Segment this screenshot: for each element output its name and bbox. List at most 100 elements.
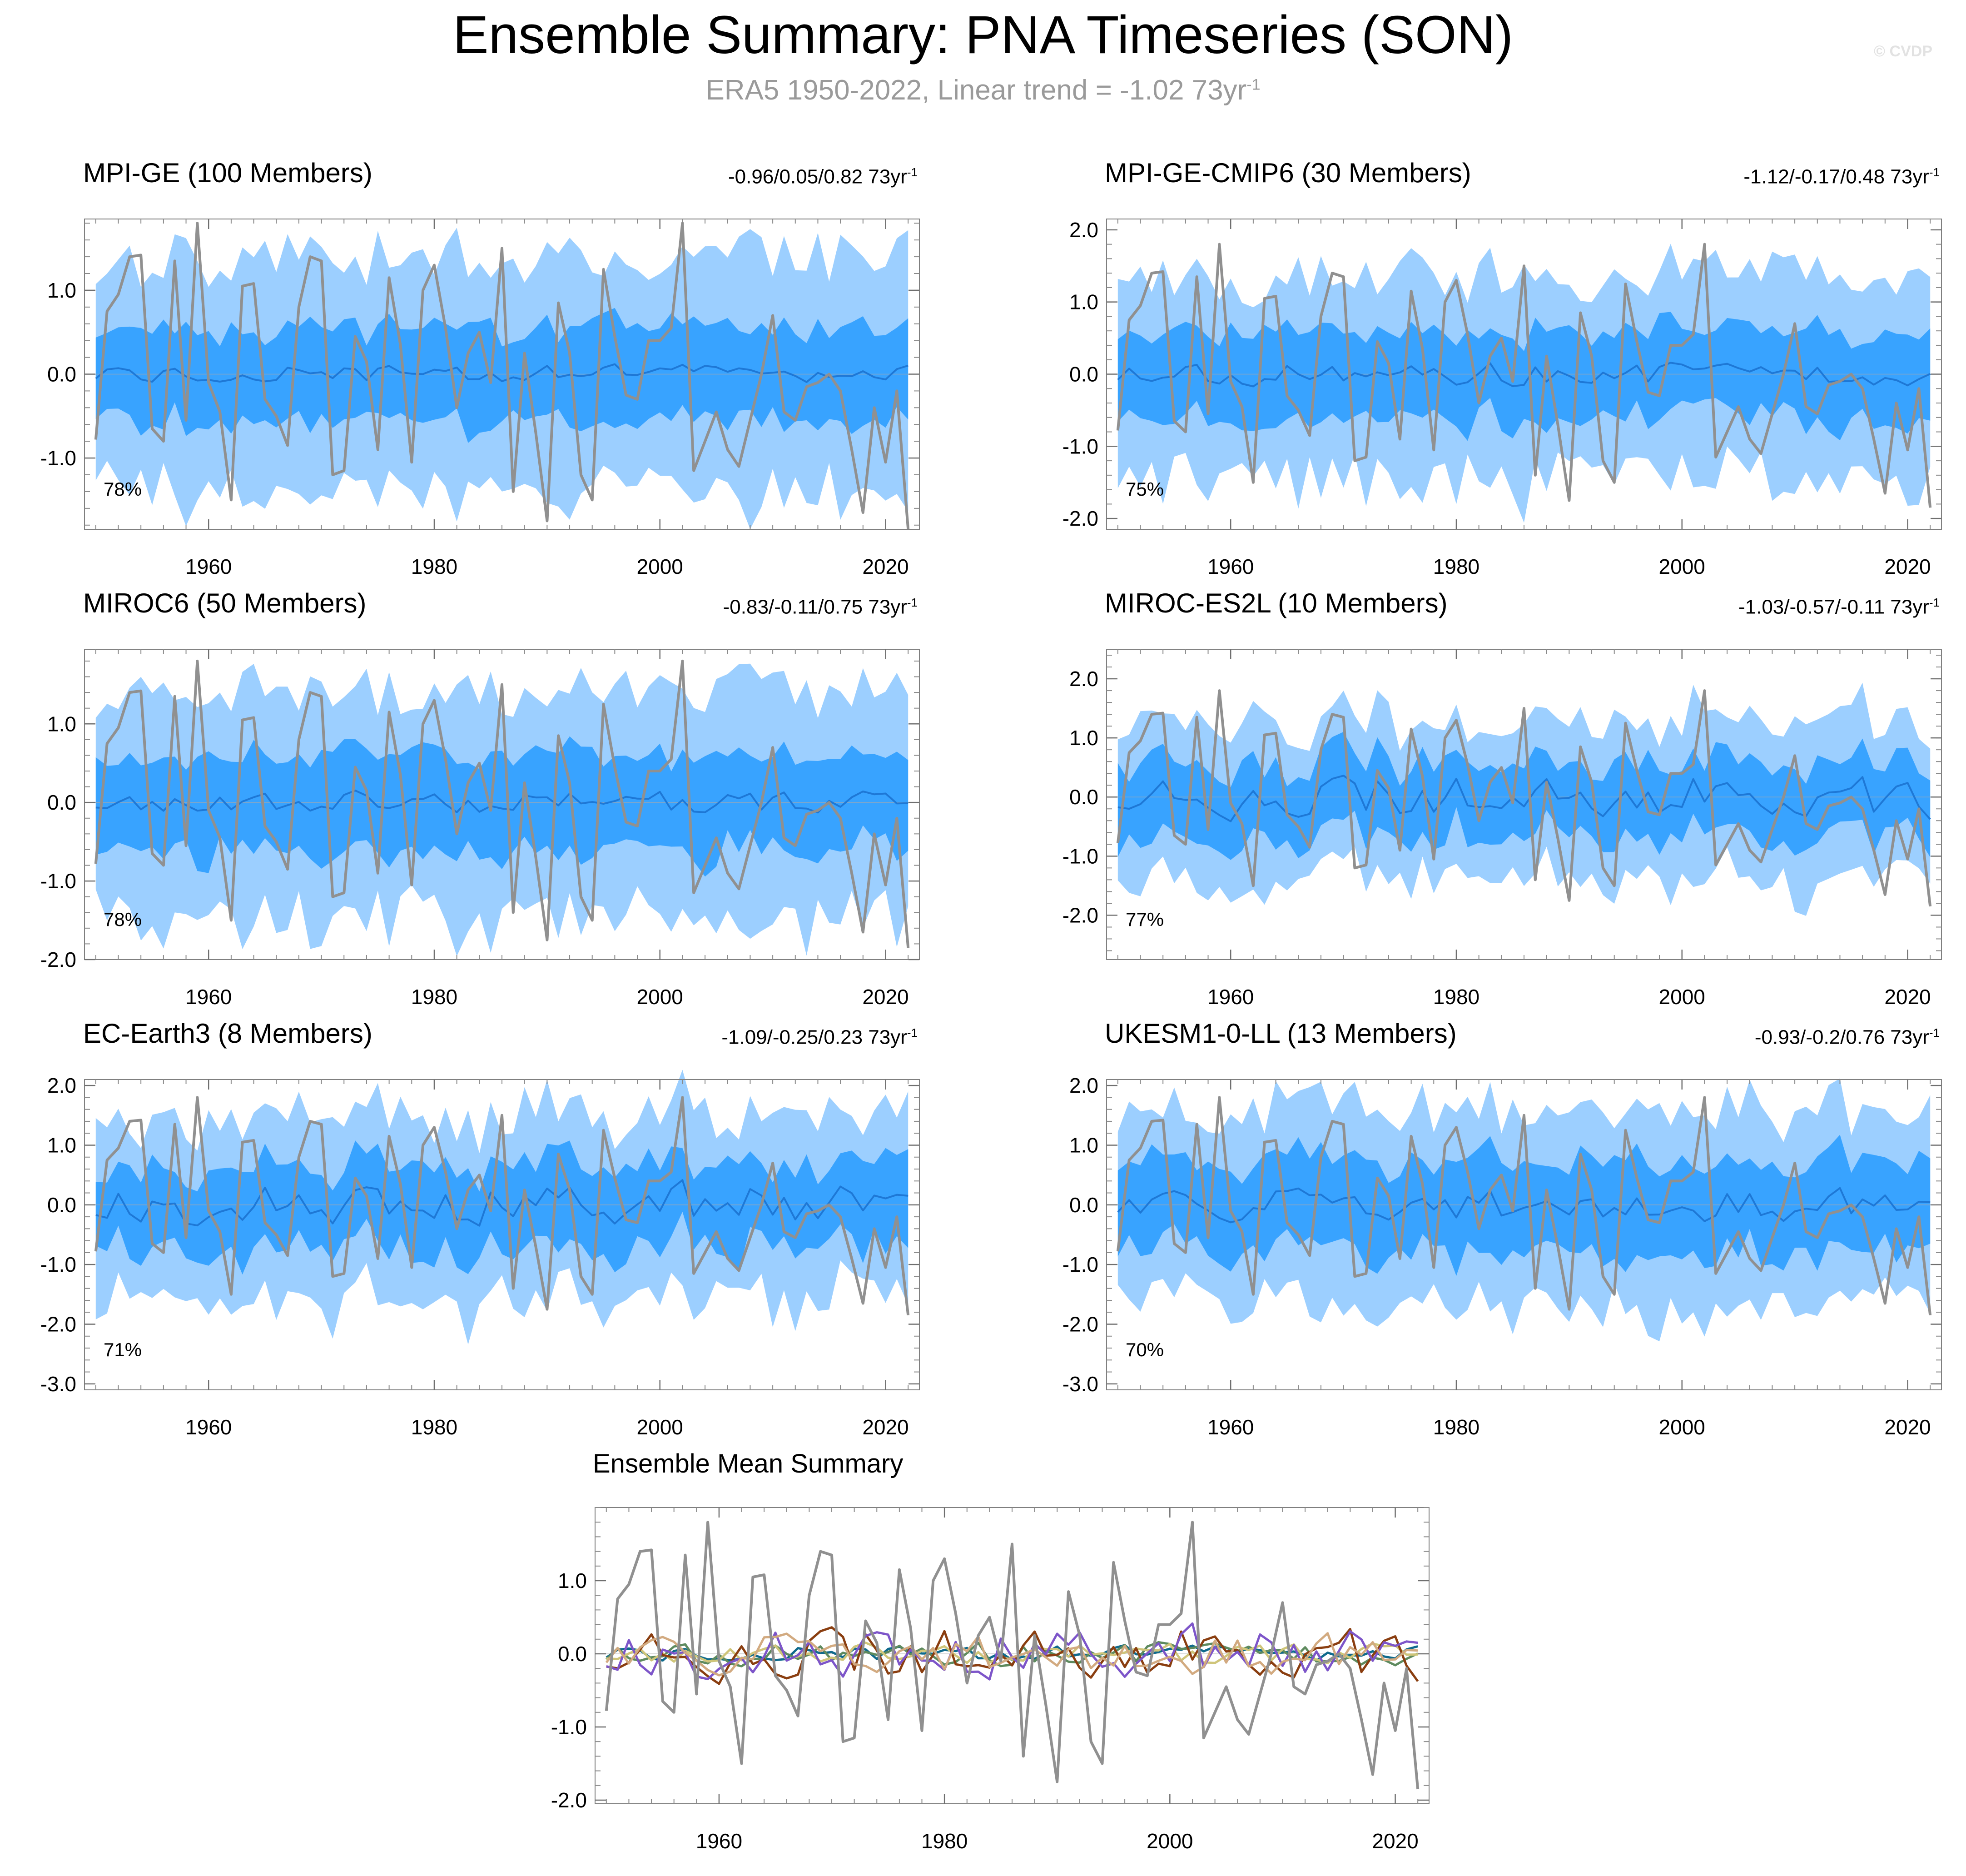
panel-5-x-tick-label: 2020 (862, 1415, 909, 1439)
panel-4-y-tick-label: 0.0 (1069, 785, 1098, 809)
panel-5-y-tick-label: 1.0 (47, 1133, 76, 1157)
trend-unit: 73yr (868, 596, 907, 618)
panel-6-title: UKESM1-0-LL (13 Members) (1105, 1018, 1457, 1049)
trend-unit: 73yr (868, 165, 907, 188)
cvdp-credit: © CVDP (1874, 43, 1932, 60)
ensemble-summary-observation-line (605, 1521, 1420, 1790)
panel-5-y-tick-label: -2.0 (40, 1313, 76, 1336)
panel-3-x-tick-label: 1960 (185, 985, 232, 1009)
panel-4-observation-line (1116, 689, 1932, 907)
panel-6-y-tick-label: 0.0 (1069, 1193, 1098, 1217)
panel-5-ensemble-mean-line (95, 1179, 909, 1227)
panel-6-inner-spread-band (1117, 1135, 1931, 1276)
panel-5-observation-line (94, 1096, 910, 1316)
panel-5-y-tick-label: 2.0 (47, 1074, 76, 1097)
panel-3-inner-spread-band (95, 736, 909, 877)
panel-3-x-tick-label: 2020 (862, 985, 909, 1009)
ensemble-summary-plot: 1960 1980 2000 2020 1.0 0.0 -1.0 -2.0 (551, 1507, 1430, 1853)
panel-2-trend-range: -1.12/-0.17/0.48 73yr-1 (1743, 166, 1940, 188)
trend-unit-exponent: -1 (907, 596, 918, 609)
page-subtitle: ERA5 1950-2022, Linear trend = -1.02 73y… (0, 74, 1966, 106)
ensemble-summary-y-tick-label: 1.0 (558, 1569, 587, 1592)
ensemble-summary-y-tick-label: 0.0 (558, 1642, 587, 1666)
panel-3-x-tick-label: 1980 (411, 985, 457, 1009)
panel-1-ensemble-mean-line (95, 363, 909, 383)
panel-6-x-tick-label: 2020 (1884, 1415, 1931, 1439)
panel-3-ensemble-mean-line (95, 789, 909, 814)
panel-3-percent: 78% (104, 909, 142, 930)
panel-2-plot: 1960 1980 2000 2020 2.0 1.0 0.0 -1.0 -2.0 (1062, 218, 1942, 578)
panel-6-ensemble-mean-line (1117, 1187, 1931, 1224)
panel-5-y-tick-label: -1.0 (40, 1253, 76, 1276)
panel-4-x-tick-label: 2000 (1659, 985, 1705, 1009)
panel-6-x-tick-label: 1960 (1207, 1415, 1254, 1439)
panel-4-trend-range: -1.03/-0.57/-0.11 73yr-1 (1738, 596, 1940, 618)
panel-6-y-tick-label: -1.0 (1062, 1253, 1098, 1276)
panel-6-y-tick-label: -3.0 (1062, 1372, 1098, 1396)
panel-3-observation-line (94, 659, 910, 948)
ensemble-summary-series-line (605, 1632, 1418, 1677)
trend-values: -1.09/-0.25/0.23 (721, 1026, 863, 1049)
panel-3-title: MIROC6 (50 Members) (83, 588, 367, 618)
panel-5-title: EC-Earth3 (8 Members) (83, 1018, 372, 1049)
trend-unit: 73yr (1890, 1026, 1929, 1049)
trend-values: -0.83/-0.11/0.75 (723, 596, 863, 618)
panel-5-plot: 1960 1980 2000 2020 2.0 1.0 0.0 -1.0 -2.0 -3.0 (40, 1070, 920, 1439)
panel-5-y-tick-label: -3.0 (40, 1372, 76, 1396)
panel-6-x-tick-label: 1980 (1433, 1415, 1479, 1439)
ensemble-summary-series-line (606, 1642, 1418, 1664)
panel-3-y-tick-label: -1.0 (40, 869, 76, 893)
subtitle-unit-exponent: -1 (1246, 76, 1261, 94)
panel-2-x-tick-label: 2000 (1659, 555, 1705, 578)
trend-unit: 73yr (1890, 596, 1929, 618)
trend-unit: 73yr (1890, 165, 1929, 188)
panel-3-y-tick-label: 1.0 (47, 712, 76, 736)
panel-6-trend-range: -0.93/-0.2/0.76 73yr-1 (1755, 1026, 1940, 1049)
panel-5-trend-range: -1.09/-0.25/0.23 73yr-1 (721, 1026, 918, 1049)
ensemble-summary-x-tick-label: 1980 (921, 1829, 968, 1853)
trend-unit-exponent: -1 (1929, 165, 1940, 179)
trend-values: -1.12/-0.17/0.48 (1743, 165, 1885, 188)
panel-4-y-tick-label: 2.0 (1069, 667, 1098, 691)
trend-unit-exponent: -1 (907, 1026, 918, 1040)
panel-2-inner-spread-band (1117, 312, 1931, 441)
trend-unit-exponent: -1 (1929, 1026, 1940, 1040)
panel-6-plot: 1960 1980 2000 2020 2.0 1.0 0.0 -1.0 -2.0 -3.0 (1062, 1074, 1942, 1439)
panel-6-observation-line (1116, 1096, 1932, 1316)
ensemble-mean-title: Ensemble Mean Summary (593, 1449, 904, 1478)
ensemble-summary-x-tick-label: 2020 (1372, 1829, 1418, 1853)
panel-3-y-tick-label: -2.0 (40, 948, 76, 971)
panel-4-inner-spread-band (1117, 731, 1931, 860)
panel-2-x-tick-label: 1960 (1207, 555, 1254, 578)
panel-1-title: MPI-GE (100 Members) (83, 158, 372, 188)
ensemble-summary-series-line (606, 1626, 1419, 1685)
panel-1-plot: 1960 1980 2000 2020 1.0 0.0 -1.0 (40, 219, 920, 578)
ensemble-summary-x-tick-label: 2000 (1147, 1829, 1193, 1853)
panel-2-y-tick-label: -1.0 (1062, 434, 1098, 458)
panel-5-x-tick-label: 2000 (637, 1415, 683, 1439)
panel-1-y-tick-label: 0.0 (47, 363, 76, 386)
panel-4-y-tick-label: 1.0 (1069, 726, 1098, 750)
panel-4-percent: 77% (1126, 909, 1164, 930)
panel-3-trend-range: -0.83/-0.11/0.75 73yr-1 (723, 596, 918, 618)
panel-4-y-tick-label: -1.0 (1062, 844, 1098, 868)
panel-2-y-tick-label: -2.0 (1062, 507, 1098, 530)
panel-3-plot: 1960 1980 2000 2020 1.0 0.0 -1.0 -2.0 (40, 649, 920, 1009)
panel-4-x-tick-label: 1960 (1207, 985, 1254, 1009)
trend-values: -0.93/-0.2/0.76 (1754, 1026, 1885, 1049)
panel-4-ensemble-mean-line (1117, 775, 1931, 822)
ensemble-summary-x-tick-label: 1960 (696, 1829, 742, 1853)
trend-values: -0.96/0.05/0.82 (728, 165, 863, 188)
ensemble-summary-y-tick-label: -1.0 (551, 1715, 587, 1739)
panel-2-y-tick-label: 2.0 (1069, 218, 1098, 242)
panel-1-y-tick-label: -1.0 (40, 446, 76, 470)
page-title: Ensemble Summary: PNA Timeseries (SON) (452, 5, 1514, 65)
panel-6-x-tick-label: 2000 (1659, 1415, 1705, 1439)
panel-2-ensemble-mean-line (1117, 362, 1931, 388)
trend-unit: 73yr (868, 1026, 907, 1049)
panel-1-observation-line (94, 222, 910, 530)
panel-4-x-tick-label: 2020 (1884, 985, 1931, 1009)
subtitle-text: ERA5 1950-2022, Linear trend = -1.02 73y… (705, 75, 1247, 106)
panel-6-percent: 70% (1126, 1339, 1164, 1360)
panel-5-x-tick-label: 1960 (185, 1415, 232, 1439)
